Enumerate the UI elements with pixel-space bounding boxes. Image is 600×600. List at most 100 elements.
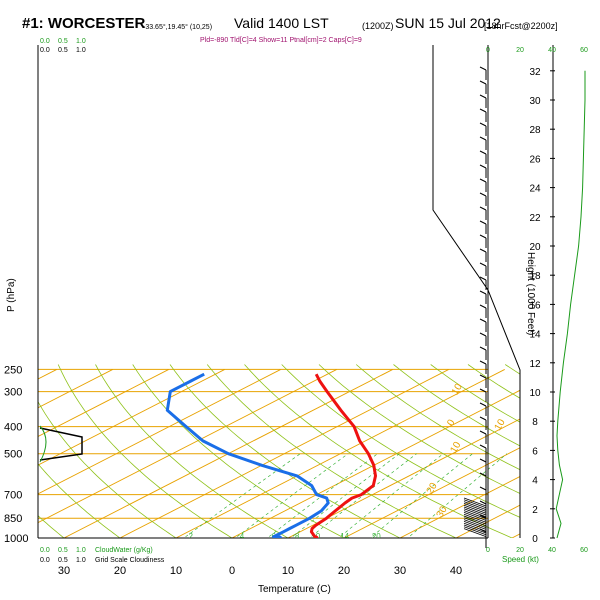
height-tick-label: 18 — [529, 271, 541, 282]
temperature-tick-label: 30 — [394, 565, 406, 577]
wind-barb-flag — [479, 206, 487, 211]
height-tick-label: 14 — [529, 330, 541, 341]
wind-barb-flag — [479, 234, 487, 239]
isotherm-label: 30 — [435, 504, 450, 520]
chart-subtitle: Pld=-890 Tld[C]=4 Show=11 Ptnal[cm]=2 Ca… — [200, 37, 362, 44]
wind-tick-bottom: 40 — [548, 547, 556, 554]
wind-barb-flag — [479, 122, 487, 127]
wind-barb-low — [463, 515, 487, 525]
valid-date: SUN 15 Jul 2012 — [395, 15, 501, 31]
wind-barb-flag — [479, 430, 487, 435]
isotherm-label: 10 — [493, 417, 508, 433]
temperature-tick-label: 40 — [450, 565, 462, 577]
cloud-water-tick-top: 1.0 — [76, 38, 86, 45]
cloudiness-tick-top: 0.0 — [40, 47, 50, 54]
wind-tick-top: 40 — [548, 47, 556, 54]
cloudiness-shape — [39, 427, 83, 461]
temperature-tick-label: 20 — [338, 565, 350, 577]
wind-barb-flag — [479, 248, 487, 253]
isotherm-line — [399, 475, 520, 538]
chart-title: #1: WORCESTER — [22, 15, 146, 32]
wind-barb-flag — [479, 360, 487, 365]
wind-barb-flag — [479, 178, 487, 183]
dry-adiabat-line — [281, 364, 520, 518]
height-tick-label: 10 — [529, 388, 541, 399]
isotherm-label: 20 — [425, 481, 440, 497]
height-tick-label: 8 — [532, 417, 538, 428]
cloud-water-tick-bottom: 1.0 — [76, 547, 86, 554]
height-tick-label: 4 — [532, 476, 538, 487]
pressure-tick-label: 850 — [4, 513, 22, 525]
height-tick-label: 30 — [529, 96, 541, 107]
wind-barb-low — [463, 501, 487, 510]
isotherm-label: 0 — [445, 417, 458, 428]
x-axis-label: Temperature (C) — [258, 584, 331, 595]
temperature-tick-label: 10 — [282, 565, 294, 577]
mixing-ratio-label: 14 — [340, 532, 349, 541]
wind-barb-flag — [479, 346, 487, 351]
valid-label: Valid 1400 LST — [234, 15, 329, 31]
mixing-ratio-line — [234, 453, 349, 538]
pressure-tick-label: 700 — [4, 490, 22, 502]
cloud-water-tick-top: 0.0 — [40, 38, 50, 45]
wind-tick-top: 60 — [580, 47, 588, 54]
isotherm-line — [38, 369, 337, 524]
wind-barb-flag — [479, 304, 487, 309]
height-axis-label: Height (1000 Feet) — [525, 252, 536, 335]
wind-barb-flag — [479, 416, 487, 421]
cloud-water-tick-bottom: 0.0 — [40, 547, 50, 554]
mixing-ratio-label: 10 — [311, 532, 320, 541]
temperature-tick-label: 30 — [58, 565, 70, 577]
temperature-tick-label: 10 — [170, 565, 182, 577]
wind-barb-flag — [479, 374, 487, 379]
y-axis-label: P (hPa) — [6, 278, 17, 312]
dry-adiabat-line — [38, 463, 121, 538]
pressure-tick-label: 500 — [4, 449, 22, 461]
pressure-tick-label: 250 — [4, 364, 22, 376]
wind-barb-flag — [479, 164, 487, 169]
valid-utc: (1200Z) — [362, 21, 394, 31]
wind-barb-flag — [479, 80, 487, 85]
cloudiness-tick-bottom: 0.5 — [58, 557, 68, 564]
wind-barb-flag — [479, 66, 487, 71]
wind-barb-low — [463, 503, 487, 512]
wind-barb-low — [463, 497, 487, 507]
isotherm-label: 10 — [450, 382, 465, 398]
wind-barb-flag — [479, 458, 487, 463]
profiles-layer: 10010203001020302468101420 — [165, 372, 557, 541]
wind-barb-low — [463, 519, 487, 528]
wind-barb-flag — [479, 402, 487, 407]
dry-adiabat-line — [355, 364, 520, 471]
wind-barb-low — [463, 512, 487, 521]
dry-adiabat-line — [543, 365, 600, 544]
wind-barb-low — [463, 508, 487, 518]
wind-barb-flag — [479, 500, 487, 505]
wind-tick-top: 0 — [486, 47, 490, 54]
isotherm-label: 10 — [448, 440, 463, 456]
boundary-line — [432, 45, 521, 538]
wind-speed-line — [555, 70, 586, 539]
mixing-ratio-line — [407, 453, 508, 538]
wind-barb-low — [463, 499, 487, 509]
temperature-line — [309, 373, 377, 538]
wind-barb-low — [463, 522, 487, 532]
wind-tick-top: 20 — [516, 47, 524, 54]
wind-barb-low — [463, 513, 487, 523]
isotherm-label: 30 — [542, 449, 557, 465]
wind-tick-bottom: 60 — [580, 547, 588, 554]
height-tick-label: 6 — [532, 446, 538, 457]
wind-tick-bottom: 20 — [516, 547, 524, 554]
mixing-ratio-line — [369, 453, 473, 538]
height-tick-label: 20 — [529, 242, 541, 253]
mixing-ratio-label: 2 — [188, 532, 193, 541]
wind-tick-bottom: 0 — [486, 547, 490, 554]
surface-temperature-dot — [313, 535, 319, 538]
height-tick-label: 28 — [529, 125, 541, 136]
height-tick-label: 2 — [532, 505, 538, 516]
wind-barb-flag — [479, 472, 487, 477]
dry-adiabat-line — [38, 400, 177, 538]
dry-adiabat-line — [169, 364, 401, 538]
dry-adiabat-line — [393, 364, 520, 447]
wind-barb-flag — [479, 262, 487, 267]
